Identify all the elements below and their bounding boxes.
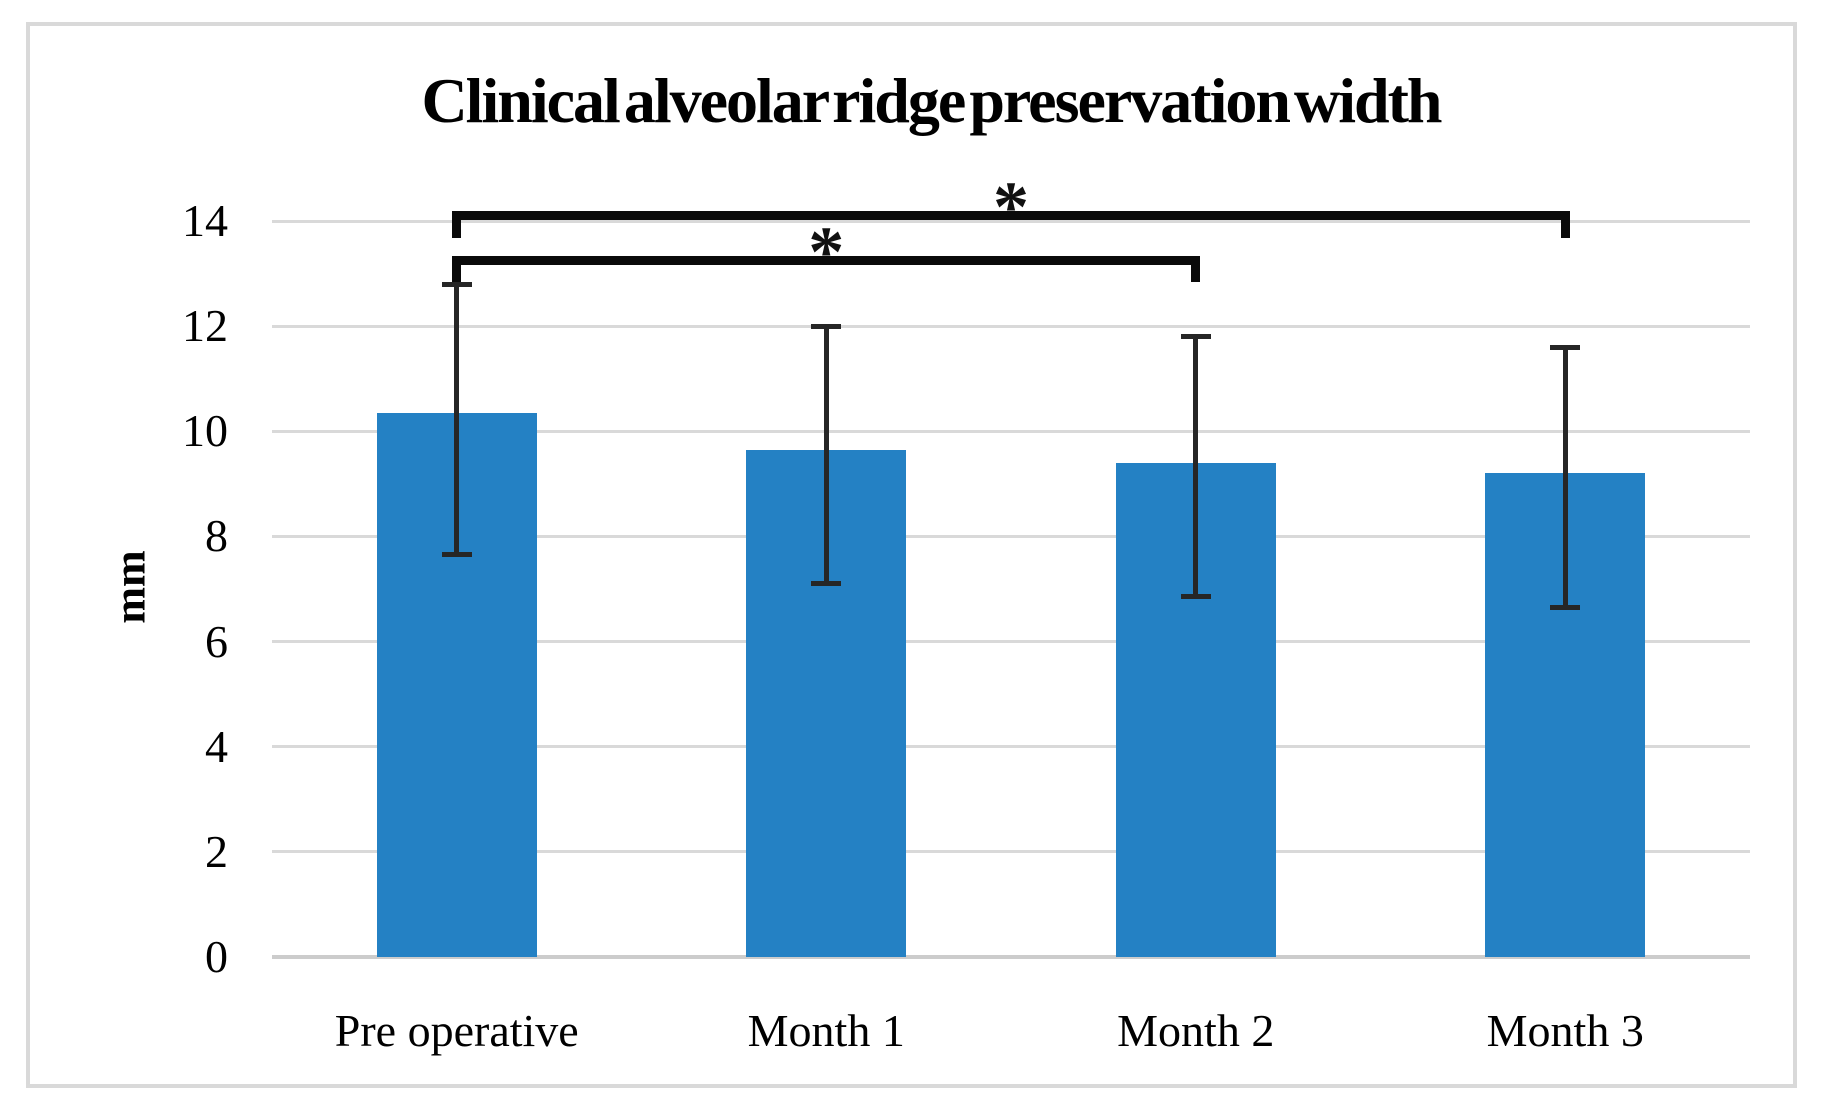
y-tick-label: 14 bbox=[182, 195, 228, 246]
gridline bbox=[272, 429, 1750, 433]
y-axis-title: mm bbox=[105, 550, 155, 624]
error-bar-cap bbox=[1180, 334, 1211, 340]
x-tick-label-month-3: Month 3 bbox=[1486, 1005, 1644, 1056]
x-tick-label-month-2: Month 2 bbox=[1117, 1005, 1275, 1056]
significance-bracket-tick bbox=[452, 215, 462, 238]
error-bar-cap bbox=[811, 323, 842, 329]
gridline bbox=[272, 534, 1750, 538]
error-bar-cap bbox=[811, 581, 842, 587]
x-tick-label-month-1: Month 1 bbox=[747, 1005, 905, 1056]
error-bar-cap bbox=[1180, 594, 1211, 600]
y-tick-label: 6 bbox=[205, 615, 228, 667]
x-tick-label-pre-operative: Pre operative bbox=[334, 1005, 579, 1056]
y-tick-label: 0 bbox=[205, 931, 228, 982]
y-tick-label: 8 bbox=[205, 510, 228, 562]
x-axis-baseline bbox=[272, 955, 1750, 959]
significance-asterisk: * bbox=[808, 211, 845, 292]
significance-bracket bbox=[452, 211, 1570, 221]
error-bar-cap bbox=[1550, 604, 1581, 610]
error-bar-month-3 bbox=[1562, 347, 1568, 608]
gridline bbox=[272, 324, 1750, 328]
error-bar-cap bbox=[1550, 344, 1581, 350]
error-bar-month-1 bbox=[823, 326, 829, 584]
error-bar-cap bbox=[441, 552, 472, 558]
y-tick-label: 12 bbox=[182, 300, 228, 352]
gridline bbox=[272, 640, 1750, 644]
significance-bracket bbox=[452, 255, 1201, 265]
gridline bbox=[272, 219, 1750, 223]
significance-bracket-tick bbox=[452, 260, 462, 283]
chart-frame bbox=[26, 22, 1797, 1088]
error-bar-pre-operative bbox=[454, 284, 460, 555]
y-tick-label: 4 bbox=[205, 720, 228, 772]
y-tick-label: 10 bbox=[182, 405, 228, 457]
significance-bracket-tick bbox=[1191, 260, 1201, 283]
significance-bracket-tick bbox=[1560, 215, 1570, 238]
gridline bbox=[272, 745, 1750, 749]
chart-title: Clinical alveolar ridge preservation wid… bbox=[421, 65, 1442, 136]
error-bar-month-2 bbox=[1193, 336, 1199, 597]
significance-asterisk: * bbox=[993, 167, 1029, 248]
error-bar-cap bbox=[441, 281, 472, 287]
gridline bbox=[272, 850, 1750, 854]
y-tick-label: 2 bbox=[205, 825, 228, 877]
